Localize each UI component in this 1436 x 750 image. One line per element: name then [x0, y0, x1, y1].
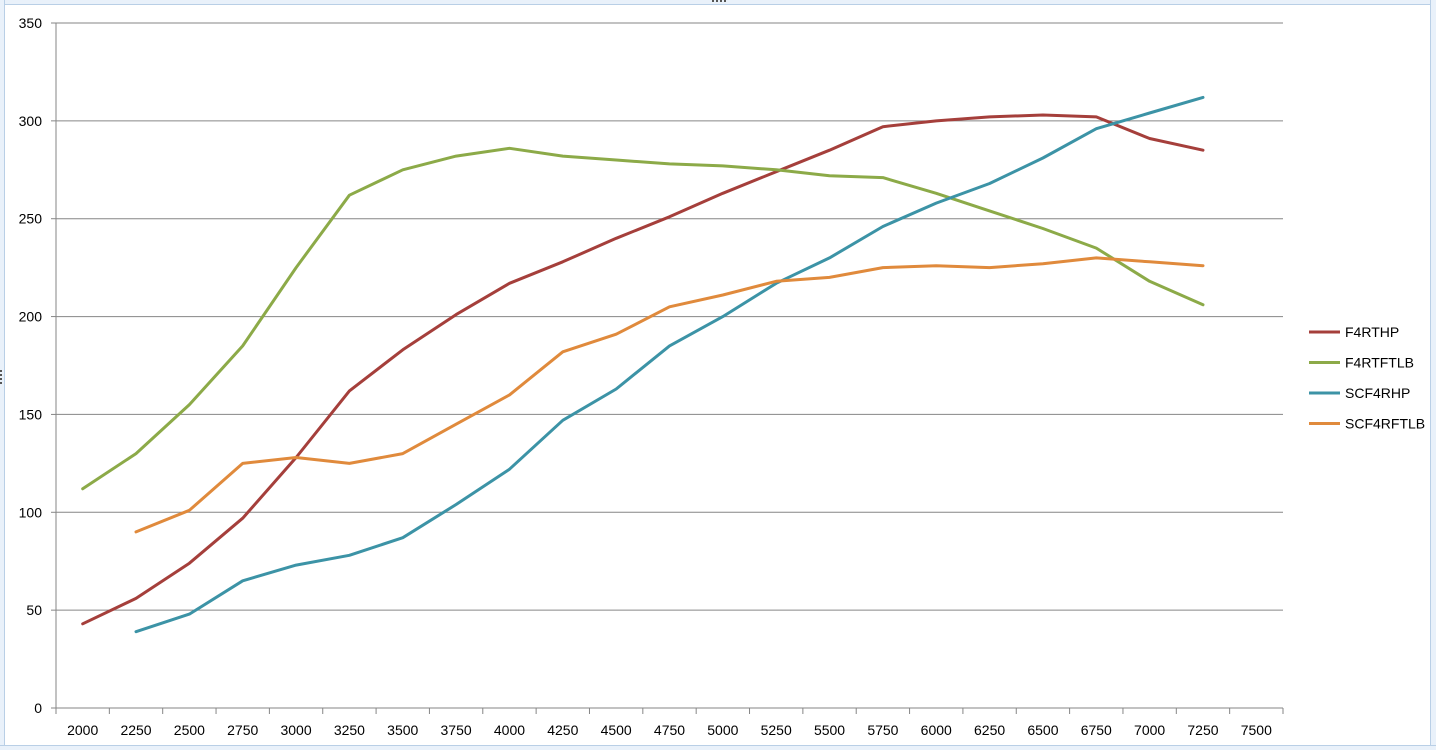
- y-tick-label: 0: [34, 700, 42, 716]
- legend-label: SCF4RHP: [1345, 385, 1410, 401]
- x-tick-label: 7500: [1241, 722, 1272, 738]
- x-tick-label: 6250: [974, 722, 1005, 738]
- x-tick-label: 2750: [227, 722, 258, 738]
- series-line-f4rthp: [81, 113, 1205, 626]
- x-tick-label: 7250: [1187, 722, 1218, 738]
- resize-handle-top[interactable]: [712, 0, 726, 5]
- y-tick-label: 300: [19, 113, 43, 129]
- x-tick-label: 3500: [387, 722, 418, 738]
- legend-label: SCF4RFTLB: [1345, 416, 1425, 432]
- x-tick-label: 3000: [280, 722, 311, 738]
- x-tick-label: 4250: [547, 722, 578, 738]
- axes: [51, 22, 1284, 714]
- x-tick-label: 5500: [814, 722, 845, 738]
- x-tick-labels: 2000 2250 2500 2750 3000 3250 3500 3750 4000 4250…: [67, 722, 1272, 738]
- window-bottom-border: [0, 745, 1436, 750]
- window-right-border: [1430, 0, 1436, 750]
- x-tick-label: 4500: [601, 722, 632, 738]
- y-tick-label: 250: [19, 211, 43, 227]
- x-tick-label: 2500: [174, 722, 205, 738]
- x-tick-label: 2250: [120, 722, 151, 738]
- gridlines: [56, 22, 1283, 611]
- legend: F4RTHP F4RTFTLB SCF4RHP SCF4RFTLB: [1309, 324, 1425, 432]
- resize-handle-left[interactable]: [0, 370, 5, 384]
- x-tick-label: 5000: [707, 722, 738, 738]
- y-tick-label: 150: [19, 406, 43, 422]
- y-tick-label: 50: [26, 602, 42, 618]
- series-line-scf4rftlb: [134, 256, 1205, 534]
- x-tick-label: 4750: [654, 722, 685, 738]
- x-tick-label: 6000: [921, 722, 952, 738]
- x-tick-label: 3750: [441, 722, 472, 738]
- y-tick-labels: 0 50 100 150 200 250 300 350: [19, 15, 43, 716]
- series-line-f4rtftlb: [81, 146, 1205, 491]
- series-line-scf4rhp: [134, 95, 1205, 634]
- x-tick-label: 4000: [494, 722, 525, 738]
- window-top-border: [0, 0, 1436, 5]
- window-left-border: [0, 0, 5, 750]
- x-tick-label: 3250: [334, 722, 365, 738]
- x-tick-label: 2000: [67, 722, 98, 738]
- x-tick-label: 5750: [867, 722, 898, 738]
- x-tick-label: 5250: [761, 722, 792, 738]
- legend-label: F4RTFTLB: [1345, 355, 1414, 371]
- x-tick-label: 6750: [1081, 722, 1112, 738]
- y-tick-label: 200: [19, 309, 43, 325]
- legend-label: F4RTHP: [1345, 324, 1399, 340]
- series-lines: [81, 95, 1205, 634]
- y-tick-label: 350: [19, 15, 43, 31]
- x-tick-label: 7000: [1134, 722, 1165, 738]
- x-tick-label: 6500: [1027, 722, 1058, 738]
- y-tick-label: 100: [19, 504, 43, 520]
